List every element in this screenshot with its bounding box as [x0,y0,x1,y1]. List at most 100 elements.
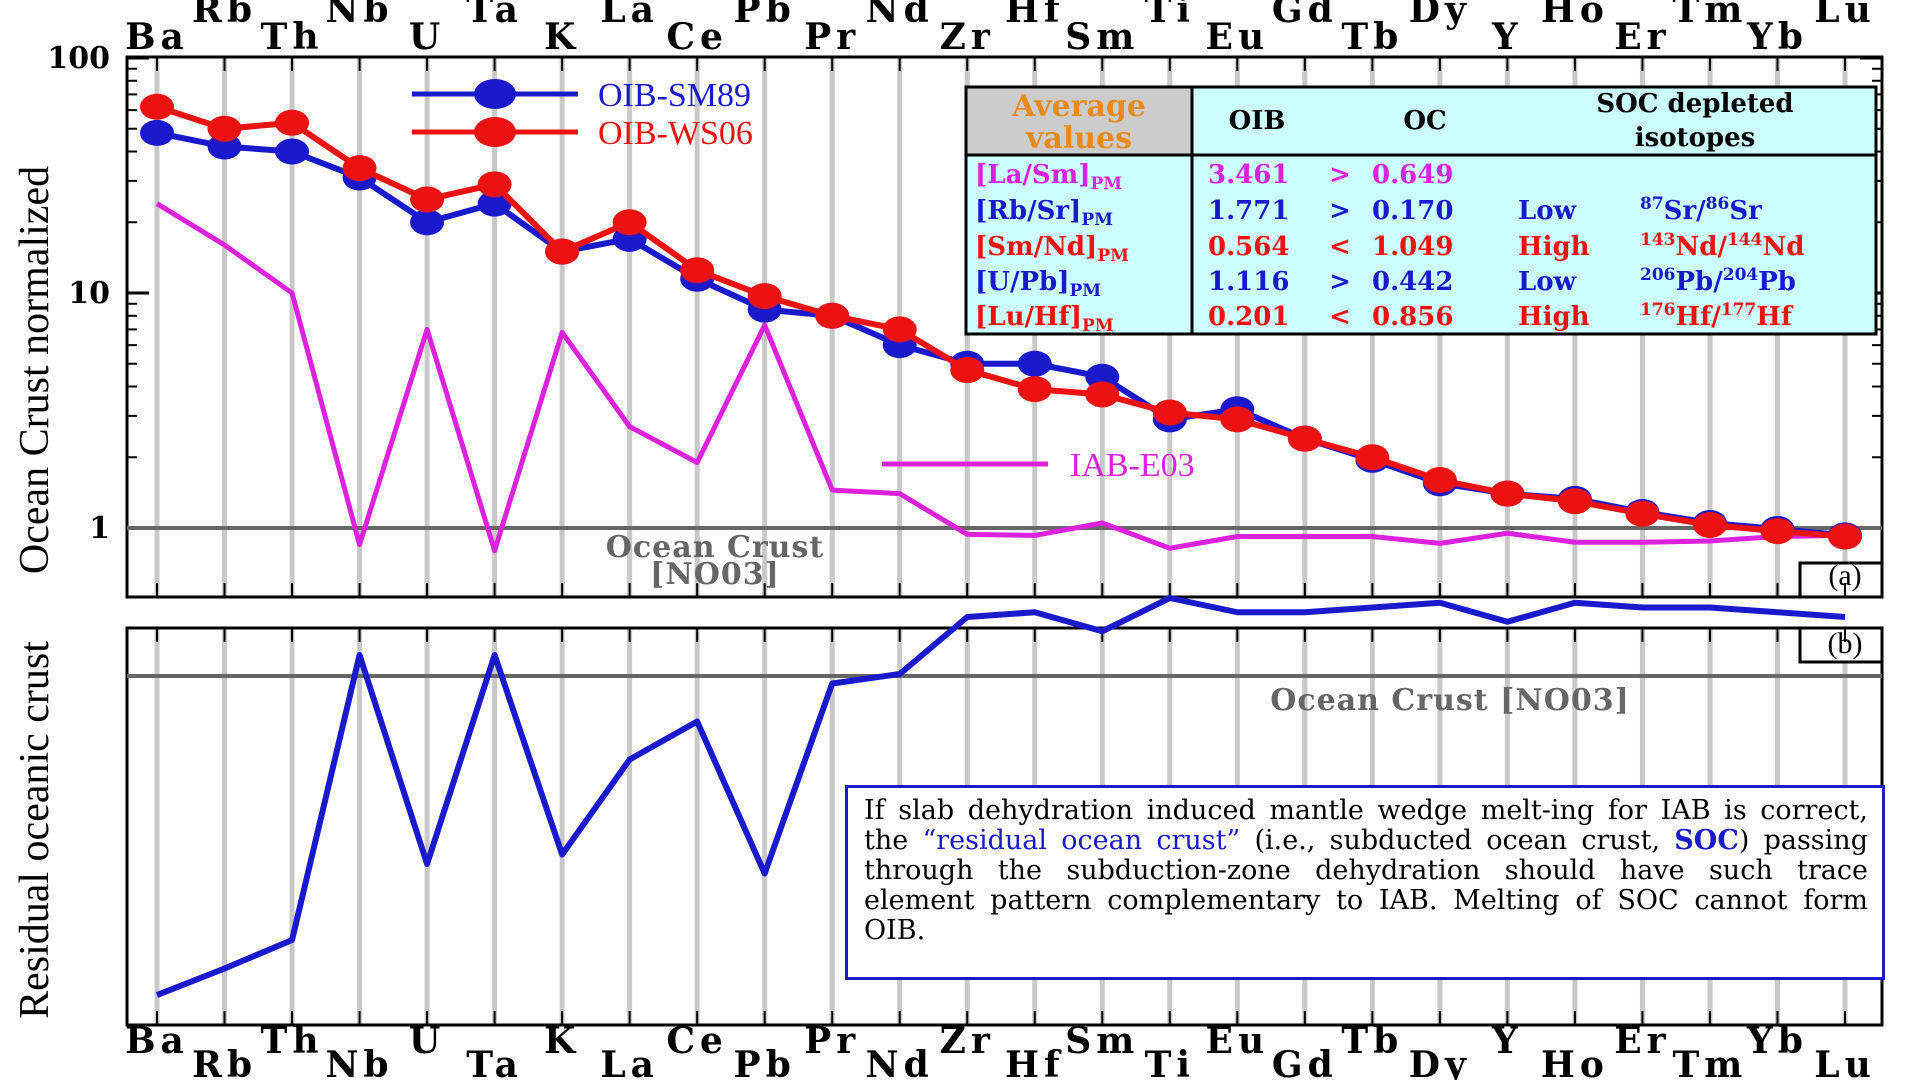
table-oc-value: 0.170 [1372,196,1453,226]
reference-label-a-line2: [NO03] [650,557,780,592]
table-ratio-label: [Sm/Nd]PM [975,232,1129,266]
table-comparison: < [1329,232,1351,262]
y-tick-label: 10 [68,276,110,311]
table-ratio-label: [U/Pb]PM [975,267,1101,301]
element-label-top-nd: Nd [866,0,934,31]
element-label-top-dy: Dy [1409,0,1471,31]
element-label-bottom-ta: Ta [466,1044,523,1080]
point-oib-ws06-nd [882,316,917,343]
point-oib-sm89-u [410,209,445,236]
point-oib-sm89-hf [1017,350,1052,377]
element-label-top-eu: Eu [1206,16,1270,58]
note-text-part1: If slab dehydration induced mantle wedge… [864,795,1868,856]
element-label-top-ti: Ti [1145,0,1195,31]
element-label-bottom-nd: Nd [866,1044,934,1080]
table-header-oc: OC [1403,106,1446,136]
point-oib-ws06-tb [1355,444,1390,471]
element-label-bottom-la: La [600,1044,659,1080]
table-header-average: Average [1011,89,1146,124]
y-tick-label: 100 [47,41,110,76]
panel-a-label: (a) [1828,559,1861,592]
table-isotope-ratio: 176Hf/177Hf [1640,300,1794,332]
element-label-bottom-lu: Lu [1814,1044,1876,1080]
point-oib-ws06-eu [1220,406,1255,433]
series-line-iab-e03 [155,201,1846,554]
note-soc: SOC [1674,825,1739,856]
element-label-top-ta: Ta [466,0,523,31]
point-oib-ws06-pr [815,302,850,329]
point-oib-ws06-tm [1692,511,1727,538]
table-oc-value: 0.856 [1372,302,1453,332]
point-oib-ws06-th [275,109,310,136]
element-label-top-u: U [409,16,445,58]
element-label-bottom-pr: Pr [804,1020,860,1062]
point-oib-ws06-ta [477,171,512,198]
legend-label-iab-e03: IAB-E03 [1070,447,1195,484]
point-oib-sm89-ba [140,119,174,146]
panel-a-series [140,93,1862,554]
element-label-top-nb: Nb [326,0,394,31]
element-label-top-y: Y [1491,16,1523,58]
table-row: [Lu/Hf]PM 0.201 <0.856 High 176Hf/177Hf [975,300,1794,336]
element-label-bottom-nb: Nb [326,1044,394,1080]
point-oib-ws06-ba [140,93,174,120]
element-label-top-zr: Zr [940,16,995,58]
table-oib-value: 3.461 [1208,160,1289,190]
reference-label-a-line1: Ocean Crust [606,530,824,565]
element-label-bottom-ho: Ho [1541,1044,1609,1080]
point-oib-ws06-pb [747,283,782,310]
element-label-top-yb: Yb [1746,16,1808,58]
explanation-note: If slab dehydration induced mantle wedge… [845,785,1885,980]
series-iab-e03 [155,201,1846,554]
table-isotope-ratio: 87Sr/86Sr [1640,194,1762,226]
series-oib-ws06 [140,93,1862,550]
point-oib-ws06-la [612,209,647,236]
table-row: [U/Pb]PM 1.116 >0.442 Low 206Pb/204Pb [975,265,1796,301]
table-rows: [La/Sm]PM 3.461 >0.649[Rb/Sr]PM 1.771 >0.170… [975,160,1804,336]
panel-b-series [155,595,1846,998]
table-oib-value: 1.116 [1208,267,1289,297]
point-oib-ws06-zr [950,357,985,384]
table-row: [La/Sm]PM 3.461 >0.649 [975,160,1453,194]
element-label-top-pr: Pr [804,16,860,58]
table-oc-value: 0.649 [1372,160,1453,190]
point-oib-ws06-dy [1422,467,1457,494]
point-oib-ws06-ce [680,257,715,284]
panel-b-y-axis-label: Residual oceanic crust [12,641,58,1019]
point-oib-ws06-lu [1828,523,1862,550]
element-label-top-tm: Tm [1673,0,1748,31]
table-row: [Rb/Sr]PM 1.771 >0.170 Low 87Sr/86Sr [975,194,1762,230]
element-label-top-ce: Ce [666,16,728,58]
panel-b-label: (b) [1828,627,1863,660]
table-isotope-ratio: 143Nd/144Nd [1640,230,1804,262]
element-label-bottom-y: Y [1491,1020,1523,1062]
element-label-bottom-pb: Pb [734,1044,796,1080]
panel-b-frame [125,626,1884,1027]
table-isotope-ratio: 206Pb/204Pb [1640,265,1796,297]
table-oc-value: 1.049 [1372,232,1453,262]
y-tick-label: 1 [89,511,110,546]
element-label-bottom-hf: Hf [1005,1044,1065,1080]
table-soc-value: Low [1518,267,1577,297]
table-soc-value: High [1518,302,1590,332]
legend-label-oib-sm89: OIB-SM89 [598,77,751,114]
point-oib-ws06-nb [342,155,377,182]
element-label-bottom-rb: Rb [192,1044,257,1080]
element-label-bottom-yb: Yb [1746,1020,1808,1062]
note-residual-ocean-crust: “residual ocean crust” [922,825,1241,856]
element-label-top-ho: Ho [1541,0,1609,31]
point-oib-ws06-ho [1557,488,1592,515]
element-label-top-k: K [544,16,580,58]
point-oib-ws06-u [410,186,445,213]
element-label-bottom-eu: Eu [1206,1020,1270,1062]
table-header-isotopes: isotopes [1635,123,1756,153]
element-label-bottom-k: K [544,1020,580,1062]
table-oib-value: 0.201 [1208,302,1289,332]
point-oib-sm89-th [275,138,310,165]
legend-item-oib-ws06: OIB-WS06 [412,115,753,152]
point-oib-ws06-gd [1287,425,1322,452]
element-label-top-gd: Gd [1272,0,1338,31]
element-label-top-hf: Hf [1005,0,1065,31]
element-label-bottom-ti: Ti [1145,1044,1195,1080]
table-header-values: values [1025,121,1132,156]
